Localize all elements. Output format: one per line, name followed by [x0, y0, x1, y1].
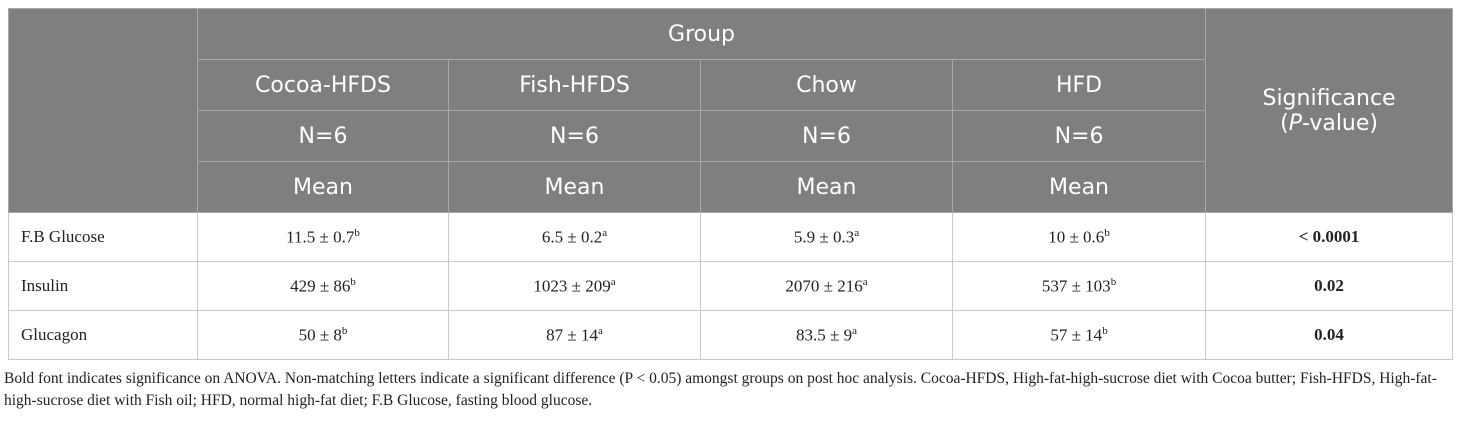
header-row: Cocoa-HFDS Fish-HFDS Chow HFD: [9, 59, 1453, 111]
footnote: Bold font indicates significance on ANOV…: [4, 370, 1437, 409]
data-row: Glucagon 50 ± 8b 87 ± 14a 83.5 ± 9a 57 ± 14b…: [8, 310, 1454, 360]
row-label: F.B Glucose: [8, 212, 198, 262]
significance-header: Significance (P-value): [1205, 8, 1454, 213]
stat-header: Mean: [700, 161, 953, 213]
value-cell: 10 ± 0.6b: [951, 212, 1207, 262]
value-cell: 1023 ± 209a: [448, 261, 701, 311]
row-label: Glucagon: [8, 310, 198, 360]
value-cell: 537 ± 103b: [951, 261, 1207, 311]
mean-value: 87 ± 14: [546, 325, 598, 345]
row-label: Insulin: [8, 261, 198, 311]
value-cell: 50 ± 8b: [197, 310, 449, 360]
group-letter: b: [354, 226, 360, 239]
value-cell: 57 ± 14b: [951, 310, 1207, 360]
significance-label: Significance: [1262, 85, 1396, 111]
mean-value: 11.5 ± 0.7: [286, 227, 355, 247]
value-cell: 6.5 ± 0.2a: [448, 212, 701, 262]
groups-header: Chow: [700, 59, 953, 111]
mean-value: 6.5 ± 0.2: [541, 227, 603, 247]
mean-value: 537 ± 103: [1041, 276, 1111, 296]
groups-header: HFD: [951, 59, 1207, 111]
groups-header: Cocoa-HFDS: [197, 59, 449, 111]
mean-value: 1023 ± 209: [533, 276, 611, 296]
n-header: N=6: [700, 110, 953, 162]
value-cell: 429 ± 86b: [197, 261, 449, 311]
mean-value: 83.5 ± 9: [796, 325, 853, 345]
mean-value: 50 ± 8: [298, 325, 342, 345]
data-row: Insulin 429 ± 86b 1023 ± 209a 2070 ± 216a 53…: [8, 261, 1454, 311]
value-cell: 5.9 ± 0.3a: [700, 212, 953, 262]
stat-header: Mean: [197, 161, 449, 213]
significance-value: -value): [1301, 110, 1378, 136]
header-row: Mean Mean Mean Mean: [9, 161, 1453, 213]
group-letter: b: [1104, 226, 1110, 239]
data-row: F.B Glucose 11.5 ± 0.7b 6.5 ± 0.2a 5.9 ± 0.…: [8, 212, 1454, 262]
group-letter: b: [1102, 324, 1108, 337]
header-row: Group Significance (P-value): [8, 8, 1454, 213]
n-header: N=6: [951, 110, 1207, 162]
p-value: 0.02: [1205, 261, 1454, 311]
group-letter: a: [854, 226, 860, 239]
group-letter: a: [602, 226, 608, 239]
group-letter: a: [862, 275, 868, 288]
group-letter: a: [852, 324, 857, 337]
stat-header: Mean: [448, 161, 701, 213]
mean-value: 429 ± 86: [290, 276, 351, 296]
group-header: Group: [196, 8, 1207, 60]
n-header: N=6: [448, 110, 701, 162]
n-header: N=6: [197, 110, 449, 162]
value-cell: 2070 ± 216a: [700, 261, 953, 311]
mean-value: 2070 ± 216: [785, 276, 863, 296]
group-letter: b: [350, 275, 356, 288]
mean-value: 5.9 ± 0.3: [793, 227, 855, 247]
value-cell: 87 ± 14a: [448, 310, 701, 360]
p-value: 0.04: [1205, 310, 1454, 360]
mean-value: 57 ± 14: [1050, 325, 1103, 345]
stat-header: Mean: [951, 161, 1207, 213]
value-cell: 11.5 ± 0.7b: [197, 212, 449, 262]
value-cell: 83.5 ± 9a: [700, 310, 953, 360]
group-letter: a: [597, 324, 603, 337]
groups-header: Fish-HFDS: [448, 59, 701, 111]
significance-paren: (: [1280, 110, 1289, 136]
corner-cell: [8, 8, 198, 213]
group-letter: b: [1110, 275, 1117, 288]
header-row: N=6 N=6 N=6 N=6: [9, 110, 1453, 162]
p-value: < 0.0001: [1205, 212, 1454, 262]
data-table: Group Significance (P-value) Cocoa-HFDS Fish…: [8, 8, 1454, 360]
mean-value: 10 ± 0.6: [1048, 227, 1105, 247]
significance-p: P: [1288, 110, 1302, 136]
group-letter: b: [341, 324, 348, 337]
group-letter: a: [610, 275, 616, 288]
